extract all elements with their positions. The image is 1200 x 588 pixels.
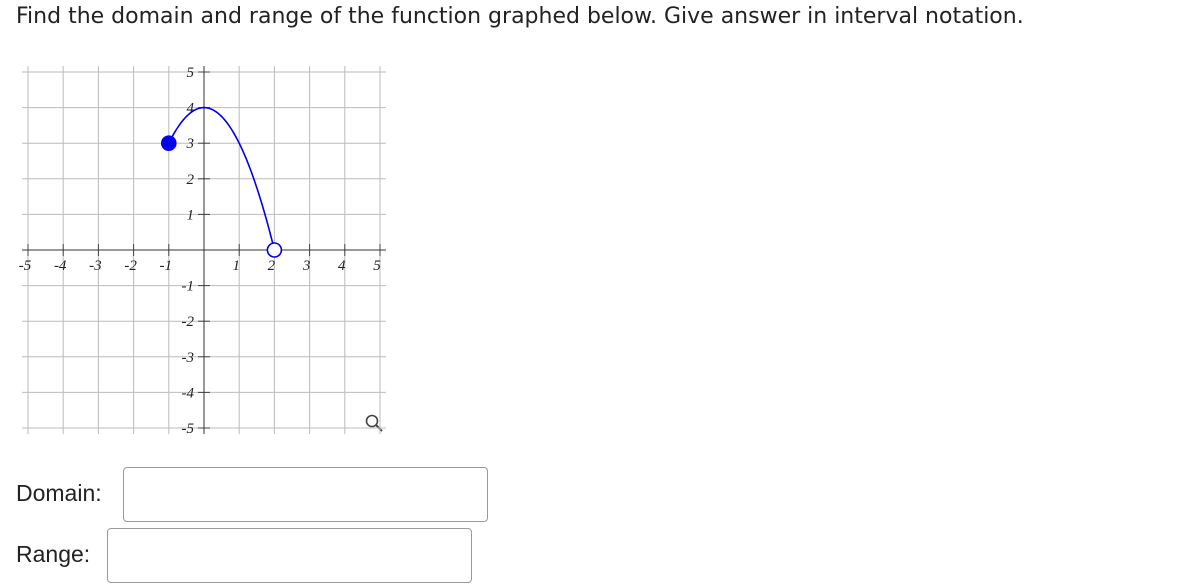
x-tick-label: 1 — [232, 258, 240, 274]
range-input[interactable] — [107, 528, 472, 583]
x-tick-label: 5 — [373, 258, 381, 274]
question: Find the domain and range of the functio… — [16, 4, 1024, 29]
x-tick-label: -2 — [124, 258, 137, 274]
x-tick-label: -3 — [89, 258, 102, 274]
x-tick-label: 4 — [338, 258, 346, 274]
x-tick-label: -4 — [54, 258, 67, 274]
y-tick-label: 1 — [187, 207, 195, 223]
y-tick-label: -2 — [182, 314, 195, 330]
y-tick-label: 3 — [186, 136, 195, 152]
y-tick-label: 2 — [187, 172, 195, 188]
y-tick-label: -5 — [182, 421, 195, 437]
y-tick-label: -3 — [182, 350, 195, 366]
x-tick-label: 3 — [302, 258, 311, 274]
graph: -5 -4 -3 -2 -1 1 2 3 4 5 -5 -4 -3 -2 -1 1 2 3 4 5 — [19, 65, 386, 437]
field-label: Range: — [16, 541, 91, 567]
x-tick-label: -5 — [19, 258, 32, 274]
field-label: Domain: — [16, 480, 102, 506]
domain-input[interactable] — [123, 467, 488, 522]
x-tick-label: -1 — [160, 258, 173, 274]
open-point — [266, 242, 283, 258]
y-tick-label: 5 — [187, 65, 195, 81]
curve — [168, 106, 276, 251]
closed-point — [161, 135, 177, 151]
y-tick-label: 4 — [187, 101, 195, 117]
x-tick-label: 2 — [268, 258, 276, 274]
y-tick-label: -1 — [182, 279, 195, 295]
y-tick-label: -4 — [182, 385, 195, 401]
